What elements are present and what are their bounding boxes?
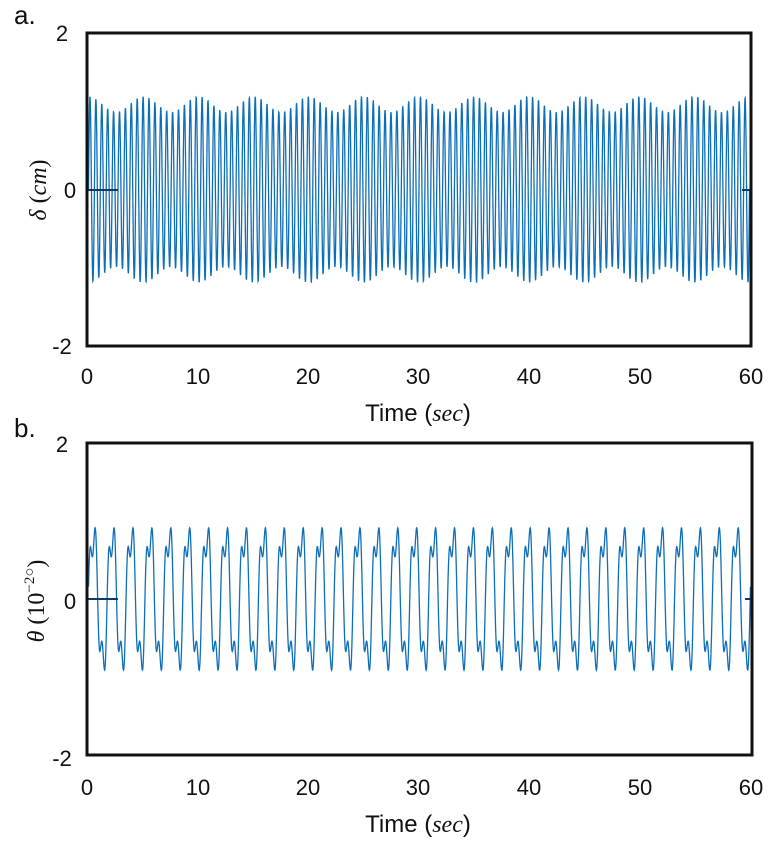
panel-b-label: b. bbox=[14, 413, 36, 443]
panel-b-xlabel-prefix: Time ( bbox=[365, 811, 432, 838]
panel-a-series-line bbox=[87, 95, 751, 284]
panel-a-ytick-mid: 0 bbox=[64, 178, 76, 203]
panel-b: b. 2 0 -2 0 10 20 30 40 50 60 Time (sec)… bbox=[14, 413, 763, 838]
panel-a-ylabel-symbol: δ bbox=[26, 209, 52, 221]
panel-a-ytick-bottom: -2 bbox=[52, 334, 72, 359]
panel-b-y-axis-label: θ (10−2○) bbox=[22, 560, 50, 643]
panel-b-xtick-0: 0 bbox=[81, 775, 93, 800]
panel-b-ylabel-symbol: θ bbox=[24, 630, 50, 642]
panel-a: a. 2 0 -2 0 10 20 30 40 50 60 Time (sec)… bbox=[14, 0, 763, 427]
panel-a-y-tick-labels: 2 0 -2 bbox=[52, 21, 76, 359]
panel-a-ytick-top: 2 bbox=[56, 21, 68, 46]
panel-b-xlabel-suffix: ) bbox=[463, 811, 471, 838]
panel-a-xlabel-prefix: Time ( bbox=[365, 400, 432, 427]
panel-b-xtick-50: 50 bbox=[628, 775, 652, 800]
panel-a-xtick-60: 60 bbox=[739, 364, 763, 389]
panel-b-ylabel-exponent: −2○ bbox=[22, 568, 38, 593]
panel-b-xtick-30: 30 bbox=[406, 775, 430, 800]
panel-a-ylabel-close: ) bbox=[26, 159, 52, 167]
panel-a-ylabel-open: ( bbox=[26, 195, 52, 209]
panel-b-y-tick-labels: 2 0 -2 bbox=[52, 432, 76, 771]
panel-a-xtick-50: 50 bbox=[628, 364, 652, 389]
panel-a-x-tick-labels: 0 10 20 30 40 50 60 bbox=[81, 364, 763, 389]
panel-b-xtick-10: 10 bbox=[186, 775, 210, 800]
panel-b-xtick-40: 40 bbox=[517, 775, 541, 800]
panel-b-ylabel-open: (10 bbox=[24, 593, 50, 631]
panel-b-plot-frame bbox=[85, 441, 754, 757]
panel-b-x-tick-labels: 0 10 20 30 40 50 60 bbox=[81, 775, 763, 800]
panel-a-plot-frame bbox=[85, 31, 753, 348]
panel-a-xtick-40: 40 bbox=[517, 364, 541, 389]
panel-a-x-axis-label: Time (sec) bbox=[365, 400, 471, 427]
panel-a-xtick-30: 30 bbox=[406, 364, 430, 389]
panel-a-xlabel-suffix: ) bbox=[463, 400, 471, 427]
panel-b-ylabel-close: ) bbox=[24, 560, 50, 568]
panel-a-y-axis-label: δ (cm) bbox=[26, 159, 52, 220]
panel-b-ytick-bottom: -2 bbox=[52, 746, 72, 771]
panel-b-xlabel-unit: sec bbox=[432, 812, 463, 838]
panel-a-xtick-10: 10 bbox=[186, 364, 210, 389]
panel-b-xtick-20: 20 bbox=[296, 775, 320, 800]
panel-b-ytick-top: 2 bbox=[56, 432, 68, 457]
panel-a-ylabel-unit: cm bbox=[26, 167, 52, 195]
panel-b-series-line bbox=[87, 526, 752, 672]
panel-a-xtick-20: 20 bbox=[296, 364, 320, 389]
panel-a-xtick-0: 0 bbox=[81, 364, 93, 389]
panel-a-xlabel-unit: sec bbox=[432, 401, 463, 427]
panel-a-label: a. bbox=[14, 0, 36, 30]
panel-b-ytick-mid: 0 bbox=[64, 589, 76, 614]
panel-b-x-axis-label: Time (sec) bbox=[365, 811, 471, 838]
panel-b-xtick-60: 60 bbox=[739, 775, 763, 800]
